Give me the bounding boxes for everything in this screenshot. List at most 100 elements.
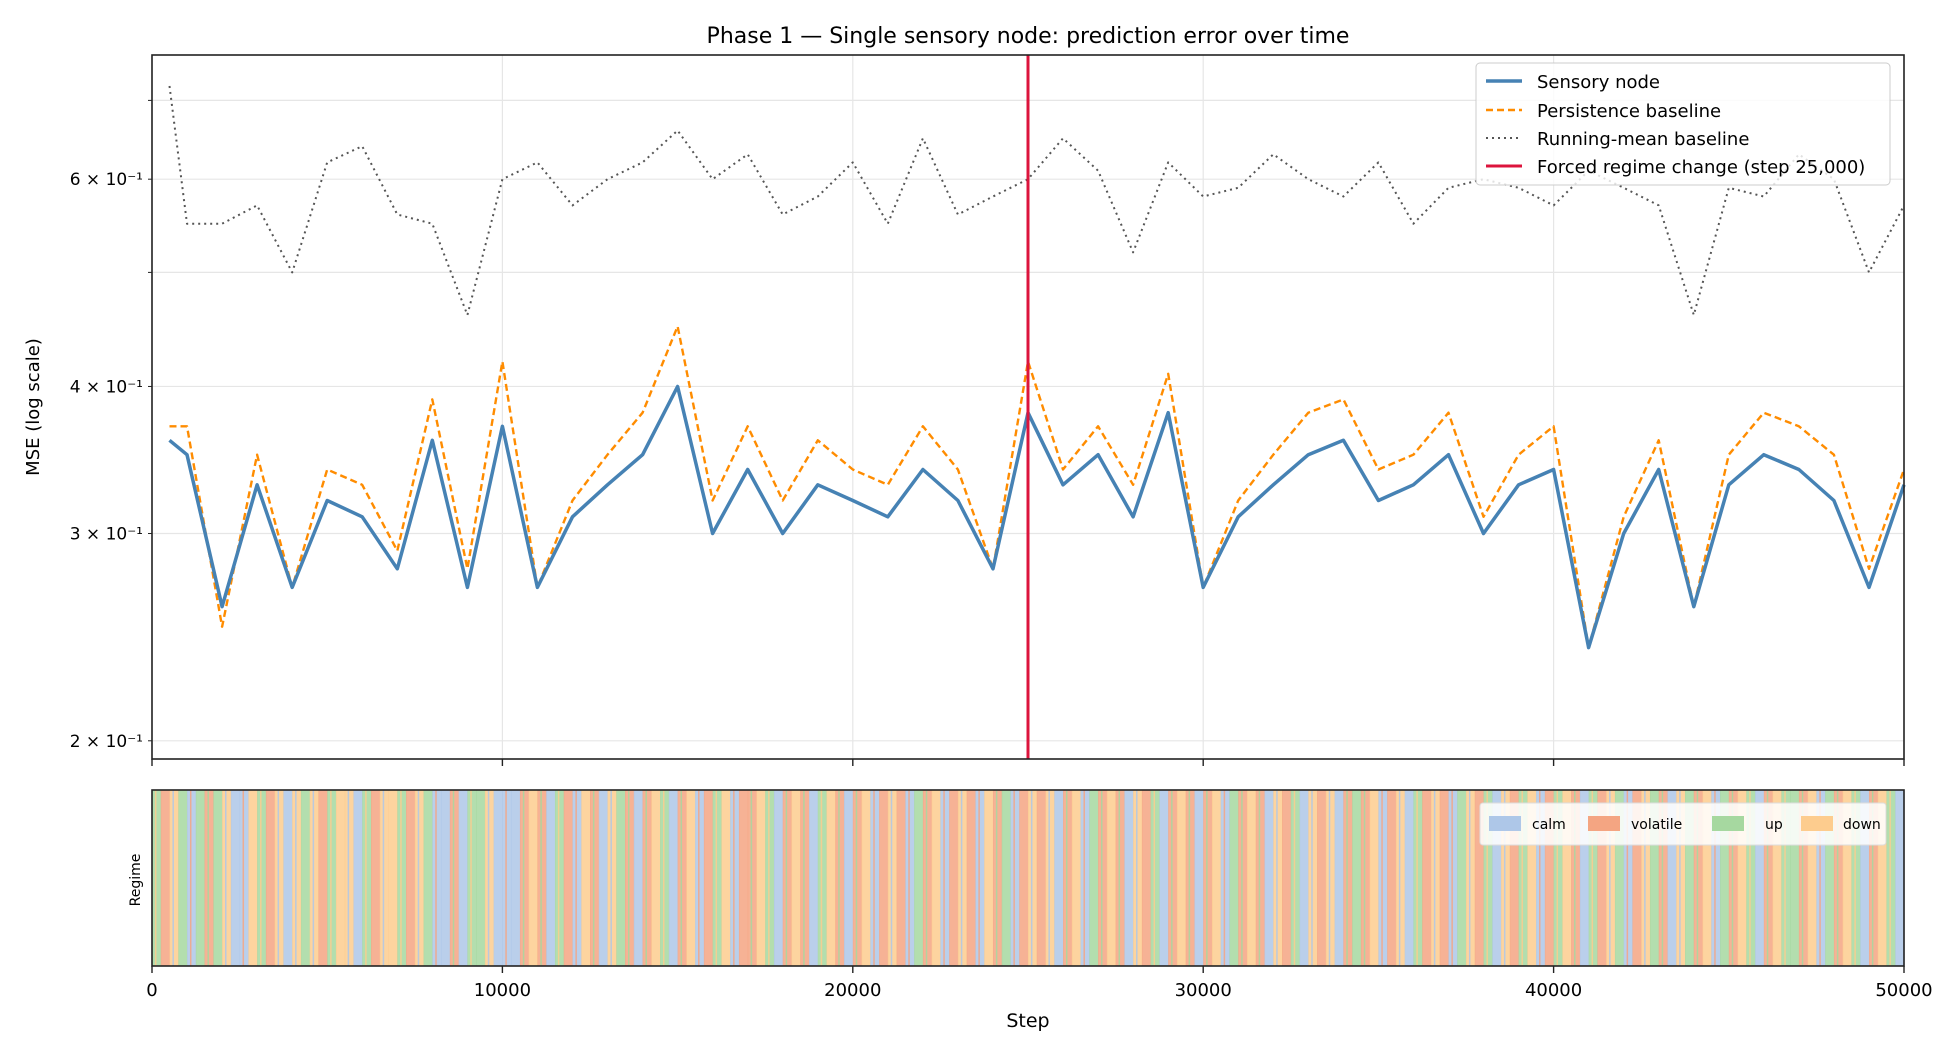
regime-band-volatile [1474, 790, 1485, 966]
regime-band-up [1457, 790, 1467, 966]
regime-band-calm [1220, 790, 1231, 966]
regime-band-volatile [943, 790, 945, 966]
regime-band-calm [312, 790, 315, 966]
regime-band-calm [1468, 790, 1471, 966]
legend-swatch-up [1712, 816, 1744, 831]
regime-band-up [1363, 790, 1366, 966]
regime-band-calm [283, 790, 293, 966]
regime-band-volatile [922, 790, 933, 966]
regime-band-volatile [1115, 790, 1125, 966]
regime-band-calm [844, 790, 854, 966]
legend-label-running-mean: Running-mean baseline [1537, 129, 1749, 150]
regime-band-calm [187, 790, 197, 966]
regime-band-volatile [1451, 790, 1453, 966]
regime-band-calm [1860, 790, 1870, 966]
regime-band-down [1273, 790, 1283, 966]
regime-band-down [1133, 790, 1143, 966]
regime-band-calm [1398, 790, 1401, 966]
regime-band-calm [1136, 790, 1138, 966]
regime-band-up [300, 790, 311, 966]
regime-band-up [1065, 790, 1068, 966]
regime-band-calm [1895, 790, 1905, 966]
regime-band-volatile [1597, 790, 1607, 966]
regime-band-volatile [1626, 790, 1629, 966]
regime-band-calm [975, 790, 985, 966]
regime-band-down [274, 790, 284, 966]
regime-band-volatile [992, 790, 1003, 966]
regime-band-down [1325, 790, 1336, 966]
regime-band-volatile [1728, 790, 1739, 966]
regime-band-volatile [1019, 790, 1029, 966]
y-axis-label: MSE (log scale) [23, 338, 44, 476]
regime-band-down [1247, 790, 1257, 966]
regime-band-down [931, 790, 941, 966]
regime-band-volatile [537, 790, 547, 966]
regime-band-volatile [242, 790, 245, 966]
regime-legend-box [1479, 802, 1887, 846]
regime-band-down [309, 790, 320, 966]
regime-band-up [750, 790, 753, 966]
regime-band-calm [493, 790, 503, 966]
regime-band-volatile [852, 790, 863, 966]
regime-band-volatile [1168, 790, 1178, 966]
regime-band-calm [441, 790, 451, 966]
regime-axes: 0 10000 20000 30000 40000 50000 Regime Step c… [128, 789, 1933, 1032]
regime-band-calm [1816, 790, 1826, 966]
regime-band-up [1801, 790, 1804, 966]
regime-band-down [1521, 790, 1523, 966]
x-tick-label: 50000 [1875, 980, 1932, 1001]
regime-band-up [1871, 790, 1874, 966]
regime-band-down [1877, 790, 1888, 966]
regime-band-volatile [642, 790, 652, 966]
regime-band-up [195, 790, 206, 966]
regime-band-volatile [1255, 790, 1266, 966]
regime-band-calm [1492, 790, 1502, 966]
regime-band-calm [1404, 790, 1415, 966]
regime-band-calm [502, 790, 512, 966]
regime-band-volatile [1343, 790, 1353, 966]
regime-band-calm [1448, 790, 1458, 966]
regime-band-down [248, 790, 258, 966]
legend-label-persistence: Persistence baseline [1537, 101, 1721, 122]
regime-band-volatile [1658, 790, 1669, 966]
regime-band-volatile [1868, 790, 1879, 966]
regime-band-down [365, 790, 367, 966]
regime-band-down [861, 790, 871, 966]
regime-band-volatile [677, 790, 687, 966]
regime-band-calm [1755, 790, 1765, 966]
regime-band-down [1591, 790, 1594, 966]
regime-band-down [1527, 790, 1537, 966]
regime-band-calm [1054, 790, 1064, 966]
regime-band-down [292, 790, 302, 966]
regime-band-calm [960, 790, 963, 966]
regime-band-calm [1080, 790, 1090, 966]
regime-band-down [791, 790, 801, 966]
regime-band-down [1749, 790, 1751, 966]
regime-band-volatile [738, 790, 749, 966]
regime-band-volatile [160, 790, 171, 966]
regime-band-up [1188, 790, 1191, 966]
legend-swatch-calm [1489, 816, 1521, 831]
regime-band-down [470, 790, 472, 966]
regime-band-calm [353, 790, 363, 966]
legend-label-regime-change: Forced regime change (step 25,000) [1537, 157, 1865, 178]
regime-band-up [540, 790, 542, 966]
regime-band-volatile [1381, 790, 1383, 966]
regime-band-calm [347, 790, 350, 966]
regime-band-down [1106, 790, 1117, 966]
regime-band-calm [225, 790, 227, 966]
regime-band-up [1685, 790, 1695, 966]
regime-band-up [1661, 790, 1664, 966]
regime-band-down [1028, 790, 1038, 966]
regime-band-up [1413, 790, 1423, 966]
regime-band-volatile [1238, 790, 1248, 966]
x-tick-label: 20000 [824, 980, 881, 1001]
regime-band-down [984, 790, 994, 966]
regime-band-up [1089, 790, 1099, 966]
regime-band-volatile [733, 790, 735, 966]
regime-band-down [1556, 790, 1559, 966]
regime-band-up [1614, 790, 1625, 966]
regime-band-up [327, 790, 337, 966]
regime-band-up [1241, 790, 1243, 966]
regime-band-volatile [896, 790, 906, 966]
